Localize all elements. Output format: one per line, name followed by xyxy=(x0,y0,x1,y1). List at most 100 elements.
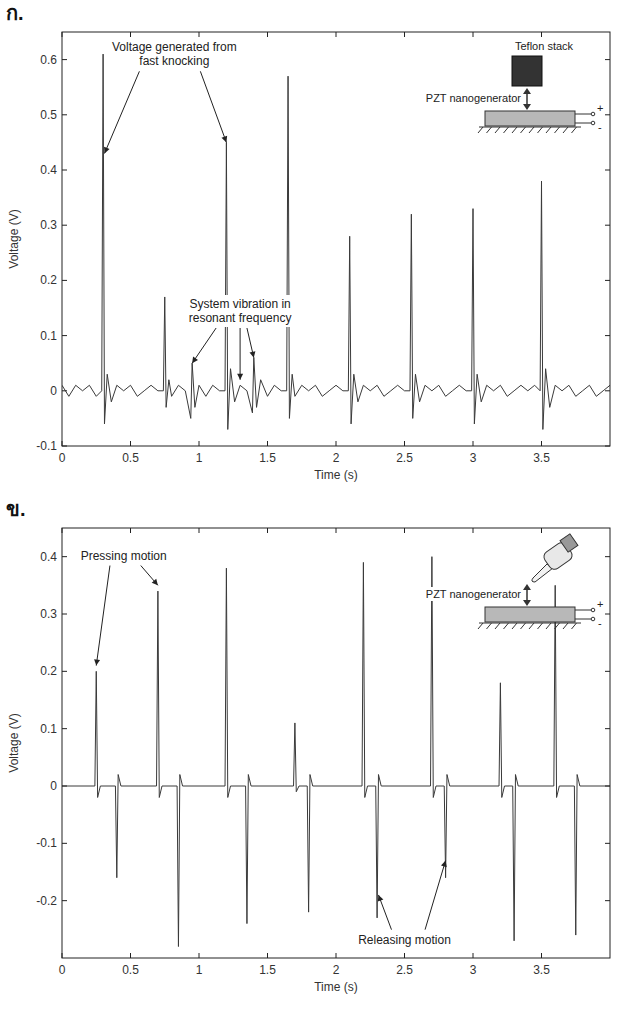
arrow-line xyxy=(192,328,216,363)
x-tick xyxy=(267,528,268,533)
x-tick xyxy=(130,953,131,958)
arrow-head xyxy=(94,659,100,665)
voltage-line xyxy=(62,54,610,429)
arrow-head xyxy=(441,861,447,868)
double-arrow-head xyxy=(523,88,531,94)
x-tick xyxy=(130,32,131,37)
inset: +-Teflon stackPZT nanogenerator xyxy=(425,39,605,134)
y-tick xyxy=(62,280,67,281)
y-tick xyxy=(605,225,610,226)
y-tick xyxy=(62,843,67,844)
y-tick-label: 0.1 xyxy=(40,329,57,343)
x-tick xyxy=(404,953,405,958)
x-tick xyxy=(541,32,542,37)
ground-hatch xyxy=(495,623,500,629)
label-patch xyxy=(356,931,453,949)
x-tick-label: 1 xyxy=(196,963,203,977)
y-tick-label: 0 xyxy=(50,384,57,398)
x-tick xyxy=(130,528,131,533)
annotation-text: Voltage generated from xyxy=(112,40,237,54)
data-group xyxy=(62,557,610,947)
pusher-label: Teflon stack xyxy=(514,39,575,53)
ground-hatch xyxy=(546,127,551,133)
ground-hatch xyxy=(572,127,577,133)
y-tick xyxy=(62,170,67,171)
annotation-label: Releasing motion xyxy=(356,931,453,949)
y-tick xyxy=(62,390,67,391)
ground-hatch xyxy=(546,623,551,629)
y-tick-label: 0 xyxy=(50,779,57,793)
label-patch xyxy=(596,101,604,115)
teflon-stack xyxy=(512,56,542,86)
terminal-node xyxy=(591,617,595,621)
inset: + - PZT nanogenerator xyxy=(425,534,605,630)
y-axis-title: Voltage (V) xyxy=(7,713,21,772)
panel-letter: ข. xyxy=(6,498,26,520)
ground-hatch xyxy=(529,623,534,629)
x-tick xyxy=(267,953,268,958)
annotation: Voltage generated fromfast knocking xyxy=(104,38,239,153)
plot-area xyxy=(62,32,610,446)
label-patch xyxy=(514,39,575,53)
double-arrow-head xyxy=(523,600,531,606)
figure: 00.511.522.533.5-0.100.10.20.30.40.50.6T… xyxy=(0,0,619,1017)
device-shape xyxy=(485,607,575,622)
annotation-label: Voltage generated fromfast knocking xyxy=(110,38,239,70)
y-tick-label: 0.5 xyxy=(40,108,57,122)
arrow-line xyxy=(96,566,110,666)
label-patch xyxy=(597,120,603,134)
ground-hatch xyxy=(504,623,509,629)
terminal xyxy=(575,619,591,620)
double-arrow-head xyxy=(523,104,531,110)
x-tick xyxy=(541,441,542,446)
x-tick-label: 0.5 xyxy=(122,963,139,977)
y-tick xyxy=(605,59,610,60)
ground-hatch xyxy=(521,623,526,629)
terminal-label: + xyxy=(596,597,604,611)
y-tick-label: 0.4 xyxy=(40,163,57,177)
x-tick xyxy=(336,528,337,533)
arrow-line xyxy=(200,71,226,142)
double-arrow-head xyxy=(523,584,531,590)
y-tick xyxy=(605,900,610,901)
label-patch xyxy=(597,616,603,630)
ground-hatch xyxy=(538,623,543,629)
panel: 00.511.522.533.5-0.100.10.20.30.40.50.6T… xyxy=(6,2,610,482)
x-tick xyxy=(199,528,200,533)
annotation-arrows xyxy=(104,71,227,153)
terminal-minus: - xyxy=(598,617,602,629)
y-tick xyxy=(62,671,67,672)
terminal-plus: + xyxy=(597,598,603,610)
x-tick xyxy=(404,528,405,533)
ground-hatch xyxy=(529,127,534,133)
label-patch xyxy=(425,587,523,601)
x-tick xyxy=(62,953,63,958)
x-tick-label: 3.5 xyxy=(533,963,550,977)
arrow-line xyxy=(240,328,241,380)
annotation-arrows xyxy=(192,328,255,380)
arrow-line xyxy=(425,861,446,930)
x-tick xyxy=(473,528,474,533)
plot-frame xyxy=(62,32,610,446)
terminal-label: + xyxy=(596,101,604,115)
y-tick xyxy=(605,280,610,281)
x-tick xyxy=(267,441,268,446)
y-tick xyxy=(605,390,610,391)
cuff xyxy=(560,534,578,552)
y-tick-label: 0.4 xyxy=(40,550,57,564)
x-tick xyxy=(473,953,474,958)
arrow-head xyxy=(237,374,243,380)
terminal xyxy=(575,114,591,115)
y-tick-label: 0.3 xyxy=(40,218,57,232)
ground-line xyxy=(479,127,581,128)
arrow-line xyxy=(378,895,391,930)
ground-hatch xyxy=(521,127,526,133)
y-tick xyxy=(605,556,610,557)
y-tick-label: -0.1 xyxy=(36,439,57,453)
device-label: PZT nanogenerator xyxy=(425,587,523,601)
x-tick xyxy=(62,528,63,533)
ground-hatch xyxy=(495,127,500,133)
annotation: Pressing motion xyxy=(79,547,169,666)
x-tick xyxy=(199,32,200,37)
x-tick-label: 0 xyxy=(59,451,66,465)
